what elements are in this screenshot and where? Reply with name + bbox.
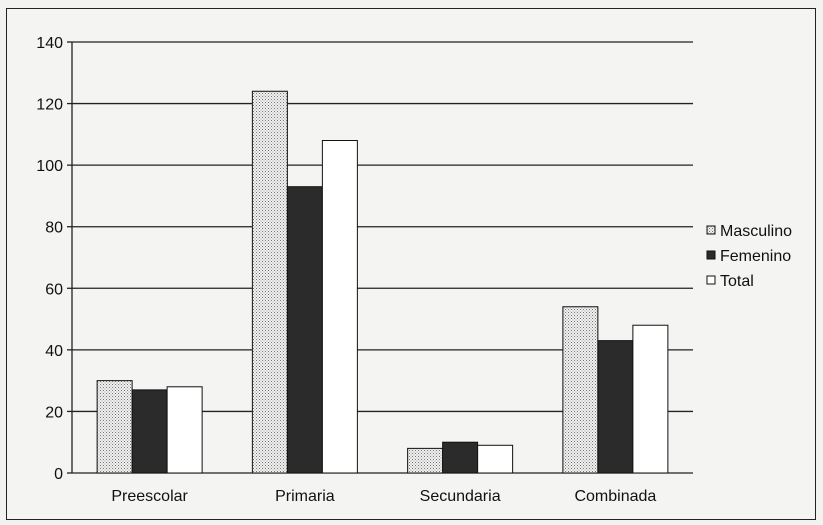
bar-femenino-preescolar bbox=[131, 389, 168, 474]
legend-swatch-femenino bbox=[706, 250, 716, 260]
legend-label-femenino: Femenino bbox=[720, 248, 791, 265]
bar-femenino-secundaria bbox=[442, 441, 479, 474]
bar-total-combinada bbox=[632, 324, 669, 474]
x-category-label: Secundaria bbox=[420, 488, 501, 505]
bar-total-preescolar bbox=[166, 386, 203, 474]
y-tick-label: 80 bbox=[45, 220, 63, 237]
x-category-label: Primaria bbox=[275, 488, 335, 505]
bar-femenino-primaria bbox=[286, 186, 323, 474]
y-tick-label: 60 bbox=[45, 281, 63, 298]
bar-masculino-combinada bbox=[562, 306, 599, 474]
x-category-label: Combinada bbox=[574, 488, 656, 505]
y-tick-label: 120 bbox=[36, 97, 63, 114]
legend-swatch-total bbox=[706, 275, 716, 285]
y-tick-label: 20 bbox=[45, 404, 63, 421]
legend-label-masculino: Masculino bbox=[720, 223, 792, 240]
y-tick-label: 140 bbox=[36, 35, 63, 52]
x-category-label: Preescolar bbox=[111, 488, 188, 505]
bars bbox=[96, 90, 669, 474]
y-tick-label: 100 bbox=[36, 158, 63, 175]
bar-total-secundaria bbox=[477, 444, 514, 474]
y-axis-ticks: 0 20 40 60 80 100 120 140 bbox=[36, 35, 73, 483]
bar-chart: 0 20 40 60 80 100 120 140 Preescolar Primaria Sec… bbox=[36, 35, 792, 505]
y-tick-label: 40 bbox=[45, 343, 63, 360]
bar-total-primaria bbox=[321, 140, 358, 474]
bar-masculino-secundaria bbox=[407, 447, 444, 474]
y-tick-label: 0 bbox=[54, 466, 63, 483]
legend-swatch-masculino bbox=[706, 225, 716, 235]
chart-frame: 0 20 40 60 80 100 120 140 Preescolar Primaria Sec… bbox=[6, 8, 816, 520]
legend-label-total: Total bbox=[720, 273, 754, 290]
bar-masculino-primaria bbox=[251, 90, 288, 474]
legend: Masculino Femenino Total bbox=[706, 223, 792, 290]
bar-masculino-preescolar bbox=[96, 380, 133, 474]
x-axis-labels: Preescolar Primaria Secundaria Combinada bbox=[111, 488, 656, 505]
bar-femenino-combinada bbox=[597, 340, 634, 474]
